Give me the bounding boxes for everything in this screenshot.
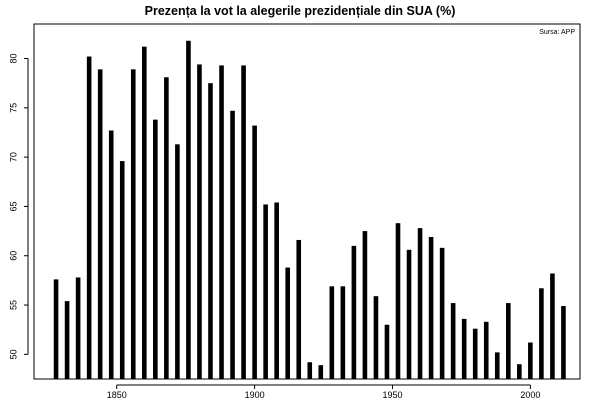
y-tick-label-55: 55 — [8, 300, 18, 310]
bar-2008 — [550, 273, 555, 379]
y-tick-label-50: 50 — [8, 349, 18, 359]
bar-1916 — [296, 239, 302, 379]
bar-1908 — [274, 202, 279, 379]
bar-1852 — [119, 161, 125, 379]
bar-1840 — [86, 56, 92, 379]
bar-1868 — [164, 77, 169, 379]
bar-1864 — [153, 119, 158, 380]
x-axis: 1850 1900 1950 2000 — [107, 384, 540, 400]
bar-1856 — [130, 69, 136, 380]
y-axis: 50 55 60 65 70 75 80 — [8, 54, 29, 359]
y-tick-label-65: 65 — [8, 201, 18, 211]
bar-1896 — [241, 65, 246, 380]
bar-1952 — [395, 223, 401, 379]
bar-1844 — [97, 69, 103, 380]
bar-1960 — [417, 228, 423, 379]
bar-1980 — [472, 328, 478, 379]
bars-group — [53, 40, 566, 380]
bar-1900 — [252, 125, 257, 379]
bar-1880 — [197, 64, 202, 380]
bar-1892 — [230, 110, 235, 379]
bar-1948 — [384, 324, 390, 379]
bar-1904 — [263, 204, 268, 379]
y-tick-label-75: 75 — [8, 103, 18, 113]
plot-frame — [33, 23, 581, 380]
bar-1860 — [142, 46, 147, 380]
x-tick-label-1900: 1900 — [245, 390, 265, 400]
x-tick-label-1950: 1950 — [382, 390, 402, 400]
bar-1876 — [186, 40, 191, 379]
bar-2012 — [561, 306, 566, 379]
x-tick-label-1850: 1850 — [107, 390, 127, 400]
bar-1988 — [494, 352, 500, 380]
bar-1872 — [175, 144, 180, 379]
y-tick-label-70: 70 — [8, 152, 18, 162]
bar-1888 — [219, 65, 224, 380]
bar-1848 — [108, 130, 114, 379]
bar-1956 — [406, 249, 412, 379]
bar-1996 — [517, 364, 522, 379]
bar-1944 — [373, 296, 379, 379]
bar-1836 — [75, 277, 81, 379]
bar-1912 — [285, 267, 290, 379]
bar-2004 — [539, 288, 544, 379]
chart-title: Prezența la vot la alegerile prezidenția… — [145, 4, 456, 18]
bar-1940 — [362, 231, 368, 379]
bar-1932 — [340, 286, 346, 379]
bar-1992 — [506, 303, 511, 379]
x-tick-label-2000: 2000 — [520, 390, 540, 400]
bar-1976 — [461, 318, 467, 379]
y-tick-label-80: 80 — [8, 54, 18, 64]
bar-1832 — [64, 301, 70, 379]
bar-1964 — [428, 237, 434, 379]
bar-1968 — [439, 247, 445, 379]
bar-1972 — [450, 303, 456, 379]
source-note: Sursa: APP — [539, 29, 575, 36]
bar-1936 — [351, 245, 357, 380]
bar-1884 — [208, 83, 213, 380]
bar-1928 — [329, 286, 335, 379]
y-tick-label-60: 60 — [8, 251, 18, 261]
bar-1920 — [307, 362, 313, 379]
bar-1924 — [318, 365, 324, 379]
bar-1984 — [483, 321, 489, 379]
bar-1828 — [53, 279, 59, 379]
bar-2000 — [528, 342, 533, 379]
